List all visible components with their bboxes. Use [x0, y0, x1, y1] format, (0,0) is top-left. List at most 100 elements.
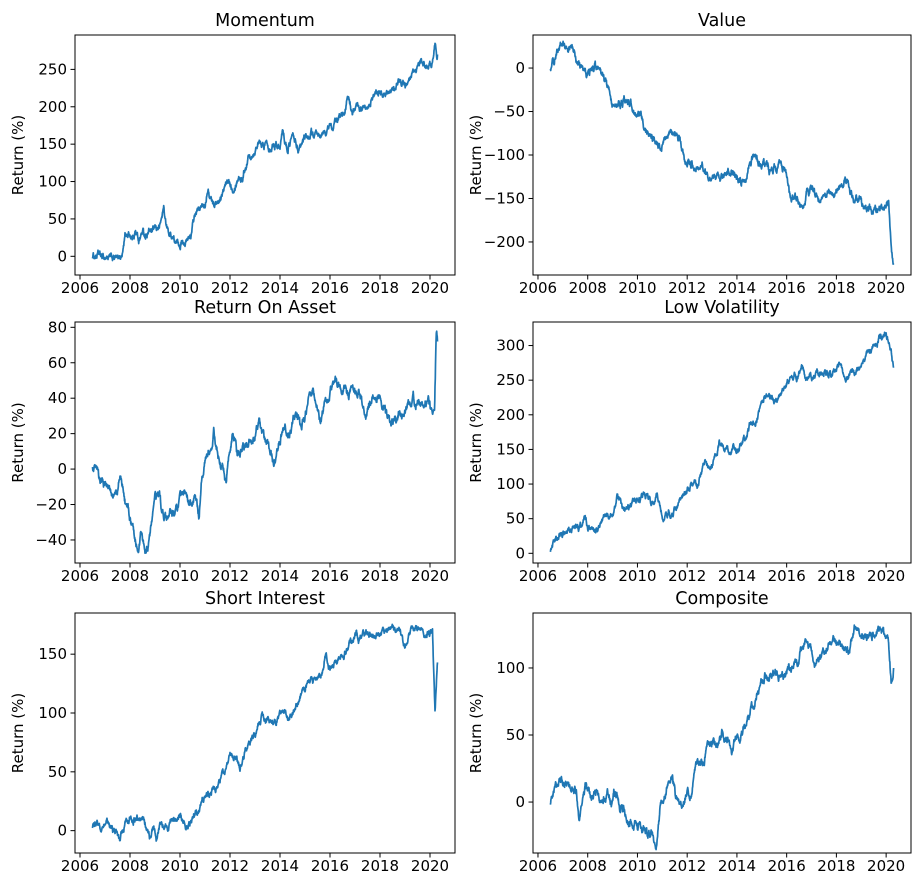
x-tick-label: 2016 [768, 279, 806, 295]
x-tick-label: 2012 [668, 567, 706, 585]
chart-title: Composite [675, 590, 768, 609]
y-axis-label: Return (%) [467, 693, 485, 774]
x-tick-label: 2020 [867, 279, 905, 295]
chart-title: Value [698, 11, 746, 31]
y-tick-label: 40 [48, 389, 67, 407]
x-tick-label: 2010 [618, 567, 656, 585]
x-tick-label: 2020 [411, 567, 449, 585]
y-tick-label: 0 [515, 793, 525, 811]
x-tick-label: 2006 [519, 567, 557, 585]
chart-title: Low Volatility [664, 298, 780, 318]
x-tick-label: 2010 [618, 279, 656, 295]
x-tick-label: 2016 [768, 857, 806, 875]
subplot-short-interest: 2006 2008 2010 2012 2014 2016 2018 2020 0 50 100 15… [0, 589, 460, 885]
chart-momentum: 2006 2008 2010 2012 2014 2016 2018 2020 0 50 100 15… [9, 11, 456, 297]
axes-spines [532, 321, 912, 564]
y-tick-label: 0 [57, 822, 67, 840]
y-tick-label: −200 [484, 233, 525, 251]
x-tick-label: 2012 [668, 857, 706, 875]
y-tick-label: 300 [496, 337, 525, 355]
axes-spines [532, 612, 912, 854]
y-tick-label: −150 [484, 189, 525, 207]
series-line [91, 42, 439, 262]
y-tick-label: 50 [48, 763, 67, 781]
x-tick-label: 2006 [61, 567, 99, 585]
x-tick-label: 2020 [867, 857, 905, 875]
y-tick-label: 150 [38, 135, 67, 153]
subplot-value: 2006 2008 2010 2012 2014 2016 2018 2020 0 −50 −100… [461, 0, 921, 297]
x-tick-label: 2014 [261, 567, 299, 585]
chart-value: 2006 2008 2010 2012 2014 2016 2018 2020 0 −50 −100… [467, 11, 912, 297]
y-tick-label: 0 [515, 59, 525, 77]
x-tick-label: 2010 [161, 567, 199, 585]
axes-spines [74, 612, 456, 854]
y-tick-label: −40 [35, 531, 67, 549]
x-tick-label: 2008 [569, 857, 607, 875]
x-tick-label: 2018 [361, 279, 399, 295]
x-tick-label: 2020 [867, 567, 905, 585]
chart-title: Return On Asset [194, 298, 336, 318]
y-tick-label: −50 [493, 103, 525, 121]
chart-return-on-asset: 2006 2008 2010 2012 2014 2016 2018 2020 −40 −20 0 2… [9, 298, 456, 585]
chart-low-volatility: 2006 2008 2010 2012 2014 2016 2018 2020 0 50 100 15… [467, 298, 912, 585]
x-tick-label: 2016 [311, 857, 349, 875]
x-tick-label: 2014 [718, 279, 756, 295]
x-tick-label: 2006 [519, 857, 557, 875]
y-tick-label: 250 [38, 60, 67, 78]
x-tick-label: 2006 [519, 279, 557, 295]
x-tick-label: 2018 [817, 279, 855, 295]
series-line [549, 40, 895, 265]
x-tick-label: 2014 [718, 857, 756, 875]
subplot-composite: 2006 2008 2010 2012 2014 2016 2018 2020 0 50 100 Co… [461, 589, 921, 885]
chart-composite: 2006 2008 2010 2012 2014 2016 2018 2020 0 50 100 Co… [467, 589, 912, 875]
x-tick-label: 2012 [668, 279, 706, 295]
x-tick-label: 2006 [61, 279, 99, 295]
series-line [549, 624, 895, 851]
chart-title: Short Interest [205, 590, 325, 609]
y-tick-label: 100 [496, 659, 525, 677]
x-tick-label: 2016 [768, 567, 806, 585]
y-tick-label: 100 [38, 704, 67, 722]
series-line [549, 331, 895, 553]
y-axis-label: Return (%) [9, 115, 27, 196]
y-tick-label: 50 [506, 726, 525, 744]
x-tick-label: 2012 [211, 279, 249, 295]
series-line [91, 623, 439, 842]
y-tick-label: 100 [496, 475, 525, 493]
x-tick-label: 2018 [361, 567, 399, 585]
x-tick-label: 2014 [261, 857, 299, 875]
x-tick-label: 2010 [161, 857, 199, 875]
x-tick-label: 2018 [361, 857, 399, 875]
x-tick-label: 2008 [569, 279, 607, 295]
y-tick-label: 250 [496, 371, 525, 389]
x-tick-label: 2012 [211, 857, 249, 875]
x-tick-label: 2006 [61, 857, 99, 875]
y-tick-label: 150 [38, 645, 67, 663]
x-tick-label: 2016 [311, 279, 349, 295]
y-tick-label: −100 [484, 146, 525, 164]
x-tick-label: 2010 [618, 857, 656, 875]
y-axis-label: Return (%) [9, 402, 27, 483]
x-tick-label: 2008 [111, 857, 149, 875]
x-tick-label: 2008 [569, 567, 607, 585]
y-tick-label: 50 [506, 510, 525, 528]
x-tick-label: 2018 [817, 857, 855, 875]
chart-short-interest: 2006 2008 2010 2012 2014 2016 2018 2020 0 50 100 15… [9, 589, 456, 875]
x-tick-label: 2012 [211, 567, 249, 585]
x-tick-label: 2020 [411, 279, 449, 295]
y-tick-label: 200 [496, 406, 525, 424]
subplot-return-on-asset: 2006 2008 2010 2012 2014 2016 2018 2020 −40 −20 0 2… [0, 295, 460, 590]
y-tick-label: 100 [38, 173, 67, 191]
x-tick-label: 2014 [261, 279, 299, 295]
x-tick-label: 2016 [311, 567, 349, 585]
y-axis-label: Return (%) [9, 693, 27, 774]
y-tick-label: 50 [48, 210, 67, 228]
y-tick-label: 150 [496, 440, 525, 458]
series-line [91, 330, 439, 555]
y-tick-label: −20 [35, 496, 67, 514]
x-tick-label: 2020 [411, 857, 449, 875]
x-tick-label: 2008 [111, 567, 149, 585]
y-axis-label: Return (%) [467, 402, 485, 483]
x-tick-label: 2008 [111, 279, 149, 295]
